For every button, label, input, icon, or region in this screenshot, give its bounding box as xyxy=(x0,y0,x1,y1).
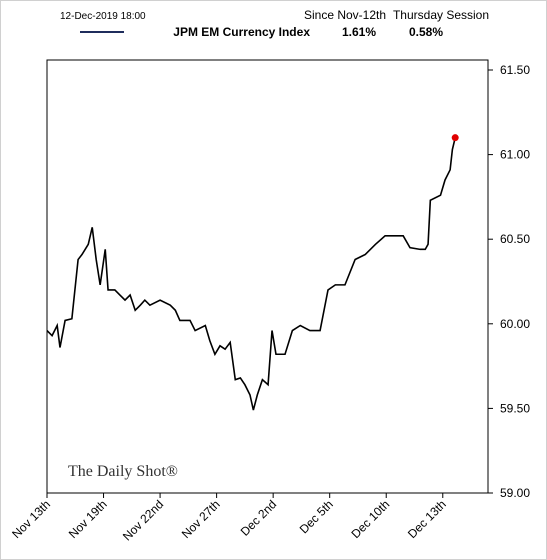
change: 0.58% xyxy=(409,25,443,39)
legend-label: JPM EM Currency Index xyxy=(173,25,310,39)
y-tick-label: 59.00 xyxy=(500,486,530,500)
y-tick-label: 60.00 xyxy=(500,317,530,331)
line xyxy=(46,137,456,411)
last-point xyxy=(451,134,459,142)
y-tick-label: 61.50 xyxy=(500,63,530,77)
timestamp: 12-Dec-2019 18:00 xyxy=(60,11,146,22)
y-tick-label: 59.50 xyxy=(500,401,530,415)
y-tick-label: 61.00 xyxy=(500,148,530,162)
header: Since Nov-12th xyxy=(304,8,386,22)
plot-frame xyxy=(46,59,489,494)
header: Thursday Session xyxy=(393,8,489,22)
watermark: The Daily Shot® xyxy=(68,463,178,480)
change: 1.61% xyxy=(342,25,376,39)
y-tick-label: 60.50 xyxy=(500,232,530,246)
